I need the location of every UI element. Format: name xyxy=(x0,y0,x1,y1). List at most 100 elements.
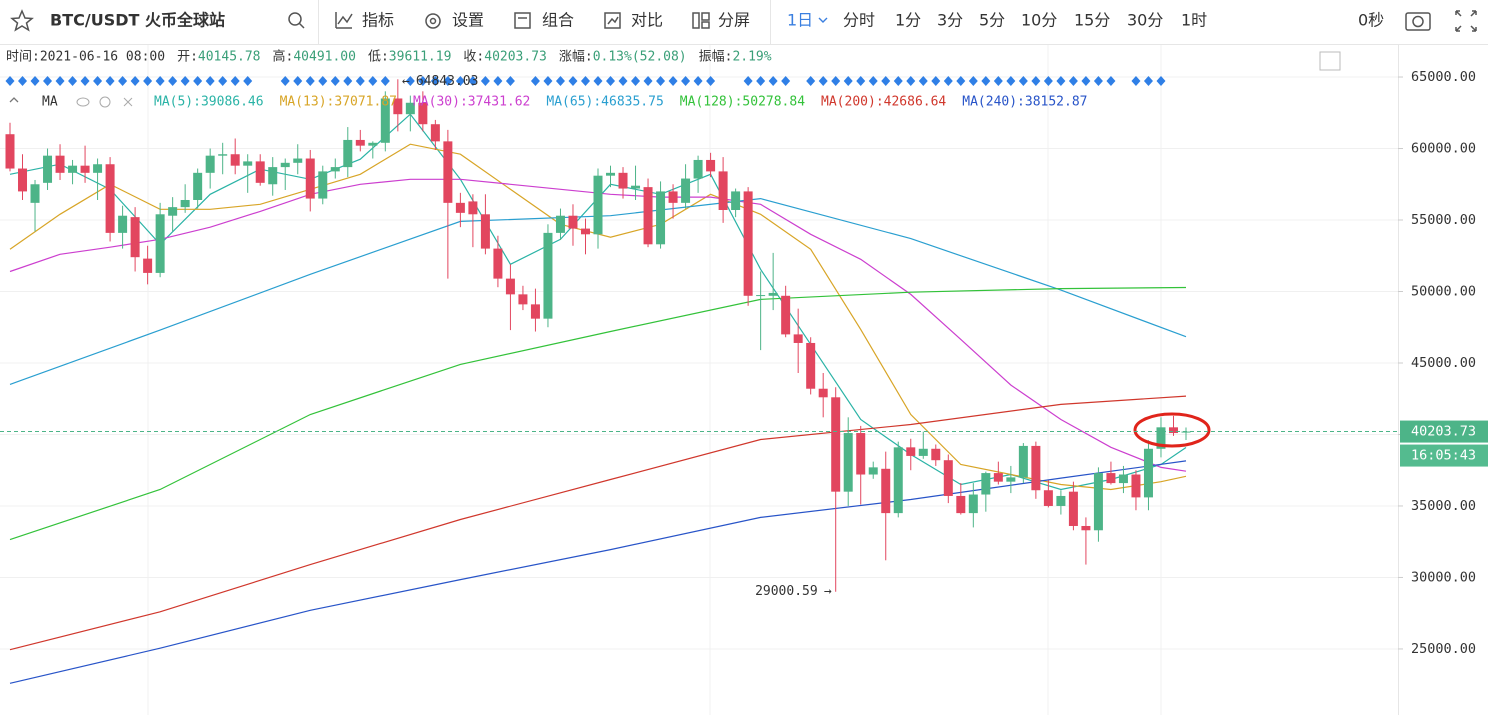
candle-body xyxy=(1031,445,1041,491)
event-marker xyxy=(956,76,966,86)
candle-body xyxy=(255,161,265,183)
interval-button[interactable]: 10分 xyxy=(1021,11,1057,30)
last-price-box xyxy=(1400,420,1488,443)
event-marker xyxy=(68,76,78,86)
candle-body xyxy=(230,154,240,166)
settings-panel-icon[interactable] xyxy=(1319,51,1341,71)
low-arrow: → xyxy=(824,584,832,599)
event-marker xyxy=(931,76,941,86)
toolbar-button[interactable]: 组合 xyxy=(542,11,574,30)
event-marker xyxy=(668,76,678,86)
candle-body xyxy=(906,447,916,456)
event-marker xyxy=(180,76,190,86)
info-value: 40491.00 xyxy=(293,50,356,65)
info-label: 涨幅: xyxy=(559,50,593,65)
candle-body xyxy=(956,495,966,514)
interval-button[interactable]: 15分 xyxy=(1074,11,1110,30)
event-marker xyxy=(993,76,1003,86)
candle-body xyxy=(606,172,616,176)
candle-body xyxy=(1043,490,1053,506)
event-marker xyxy=(1056,76,1066,86)
event-marker xyxy=(430,76,440,86)
event-marker xyxy=(618,76,628,86)
event-marker xyxy=(55,76,65,86)
event-marker xyxy=(868,76,878,86)
event-marker xyxy=(455,76,465,86)
gear-icon[interactable] xyxy=(99,96,111,108)
high-arrow: ← xyxy=(402,74,410,89)
event-marker xyxy=(130,76,140,86)
search-icon-handle xyxy=(298,22,305,29)
event-marker xyxy=(606,76,616,86)
candle-body xyxy=(105,164,115,233)
interval-button[interactable]: 分时 xyxy=(843,11,875,30)
y-tick-label: 35000.00 xyxy=(1411,498,1476,514)
candle-body xyxy=(843,433,853,492)
toolbar-button[interactable]: 分屏 xyxy=(718,11,750,30)
candle-body xyxy=(243,161,253,166)
info-label: 低: xyxy=(368,50,389,65)
candle-body xyxy=(5,134,15,169)
y-tick-label: 25000.00 xyxy=(1411,641,1476,657)
search-icon[interactable] xyxy=(288,12,302,26)
legend-entry: MA(5):39086.46 xyxy=(154,95,264,110)
collapse-icon[interactable] xyxy=(9,97,19,103)
event-marker xyxy=(693,76,703,86)
event-marker xyxy=(1043,76,1053,86)
y-tick-label: 65000.00 xyxy=(1411,69,1476,85)
ma-line xyxy=(9,395,1187,651)
timer: 0秒 xyxy=(1358,11,1384,30)
toolbar-button[interactable]: 对比 xyxy=(631,11,663,30)
candle-body xyxy=(656,191,666,245)
info-label: 收: xyxy=(463,50,484,65)
toolbar-button[interactable]: 设置 xyxy=(452,11,484,30)
event-marker xyxy=(80,76,90,86)
interval-button[interactable]: 5分 xyxy=(979,11,1005,30)
indicator-name: MA xyxy=(42,95,58,110)
interval-button[interactable]: 1时 xyxy=(1181,11,1207,30)
candle-body xyxy=(493,248,503,279)
interval-button[interactable]: 1分 xyxy=(895,11,921,30)
candle-body xyxy=(505,278,515,295)
candle-body xyxy=(530,304,540,319)
candle-body xyxy=(268,167,278,185)
last-price-label: 40203.73 xyxy=(1411,424,1476,440)
candle-body xyxy=(968,494,978,514)
countdown-box xyxy=(1400,444,1488,467)
favorite-icon[interactable] xyxy=(10,9,34,32)
candle-body xyxy=(318,171,328,199)
event-marker xyxy=(906,76,916,86)
event-marker xyxy=(818,76,828,86)
event-marker xyxy=(756,76,766,86)
candle-body xyxy=(681,178,691,203)
event-marker xyxy=(555,76,565,86)
interval-button[interactable]: 30分 xyxy=(1127,11,1163,30)
event-marker xyxy=(643,76,653,86)
candle-body xyxy=(918,448,928,456)
y-tick-label: 55000.00 xyxy=(1411,212,1476,228)
eye-icon[interactable] xyxy=(76,97,90,107)
event-marker xyxy=(1131,76,1141,86)
interval-active[interactable]: 1日 xyxy=(787,11,813,30)
candle-body xyxy=(130,217,140,258)
event-marker xyxy=(343,76,353,86)
interval-button[interactable]: 3分 xyxy=(937,11,963,30)
close-icon[interactable] xyxy=(123,97,133,107)
info-value: 0.13%(52.08) xyxy=(593,50,687,65)
event-marker xyxy=(218,76,228,86)
candle-body xyxy=(543,232,553,319)
event-marker xyxy=(831,76,841,86)
legend-entry: MA(128):50278.84 xyxy=(680,95,805,110)
event-marker xyxy=(143,76,153,86)
toolbar-button[interactable]: 指标 xyxy=(362,11,394,30)
snapshot-icon[interactable] xyxy=(1405,12,1431,31)
event-marker xyxy=(1081,76,1091,86)
candle-body xyxy=(468,201,478,215)
candle-body xyxy=(180,199,190,208)
candle-body xyxy=(443,141,453,203)
candle-body xyxy=(818,388,828,398)
event-marker xyxy=(280,76,290,86)
event-marker xyxy=(893,76,903,86)
fullscreen-icon[interactable] xyxy=(1455,10,1477,32)
candle-body xyxy=(218,154,228,156)
